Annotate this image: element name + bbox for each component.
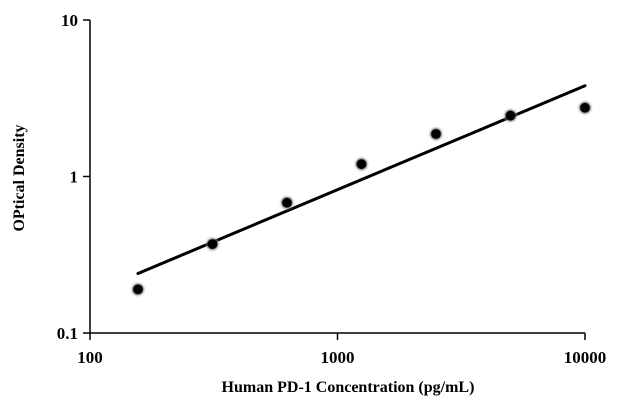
y-axis-title: OPtical Density: [11, 124, 28, 231]
data-point: [356, 159, 367, 169]
data-point: [282, 198, 292, 208]
y-tick-label: 10: [61, 11, 78, 30]
y-tick-label: 1: [70, 168, 79, 187]
x-tick-label: 1000: [321, 348, 355, 367]
data-point: [580, 103, 590, 113]
axis-labels: Human PD-1 Concentration (pg/mL) OPtical…: [11, 124, 474, 396]
data-point: [207, 239, 218, 249]
data-point: [431, 129, 441, 139]
axes: 0.1 1 10 100 1000 10000: [57, 11, 607, 367]
data-point: [133, 284, 143, 294]
x-tick-label: 10000: [564, 348, 607, 367]
data-point: [505, 110, 516, 121]
x-tick-label: 100: [77, 348, 103, 367]
x-axis-title: Human PD-1 Concentration (pg/mL): [222, 379, 475, 396]
y-tick-label: 0.1: [57, 324, 78, 343]
data-series: [129, 84, 593, 298]
